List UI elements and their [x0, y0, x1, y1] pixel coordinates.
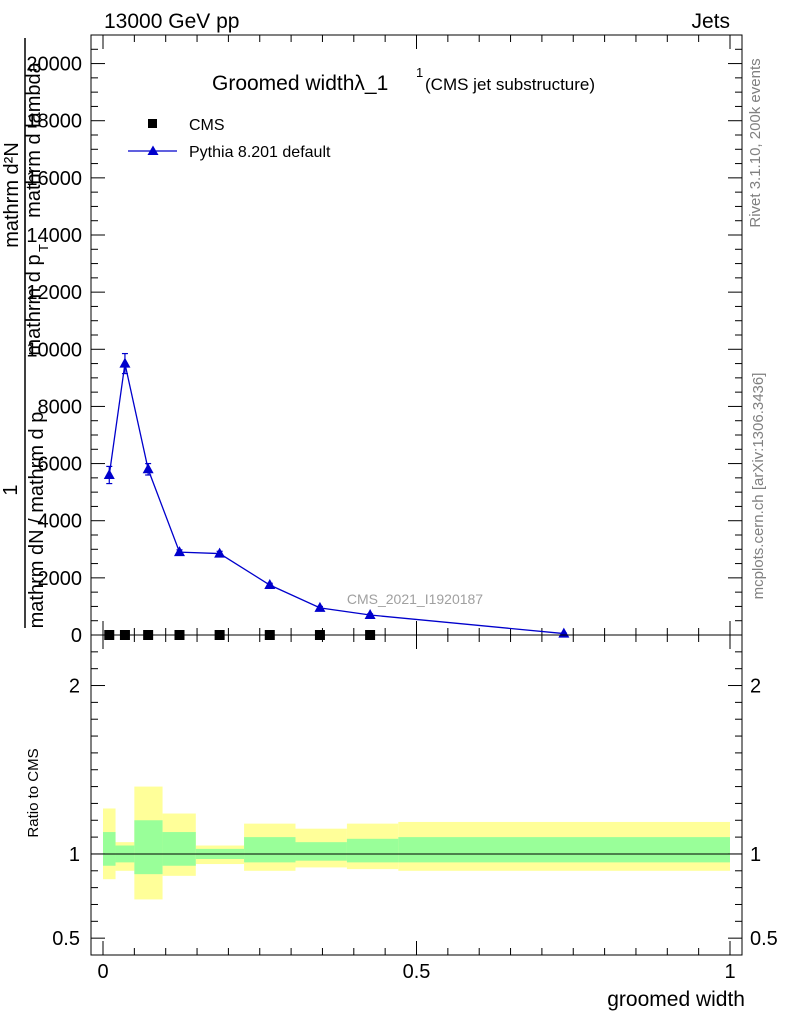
- pythia-data-point: [142, 463, 154, 474]
- energy-label: 13000 GeV pp: [104, 10, 239, 33]
- y-tick-label: 16000: [26, 168, 82, 190]
- legend-marker-pythia: [147, 145, 159, 155]
- main-axis-ticks: 0 2000 4000 6000 8000 10000 12000 14000 16000 180…: [26, 35, 742, 647]
- ratio-y-tick-label: 2: [69, 676, 80, 698]
- y-tick-label: 12000: [26, 282, 82, 304]
- y-title-inner-ratio: mathrm dN / mathrm d p: [26, 412, 48, 629]
- x-axis-title: groomed width: [607, 988, 745, 1011]
- chart-subtitle: (CMS jet substructure): [425, 75, 595, 94]
- y-title-d2n: mathrm d²N: [1, 142, 23, 248]
- ratio-inner-band: [295, 842, 347, 861]
- main-y-axis-title: 1 mathrm dN / mathrm d p mathrm d²N math…: [0, 38, 51, 628]
- pythia-data-point: [264, 579, 276, 589]
- y-title-dpt: mathrm d p: [23, 254, 45, 355]
- ratio-y-tick-label-right: 2: [750, 676, 761, 698]
- pythia-data-point: [119, 357, 131, 368]
- ratio-uncertainty-bands: [103, 786, 730, 900]
- ratio-inner-band: [244, 837, 296, 863]
- ratio-inner-band: [398, 837, 730, 863]
- y-tick-label: 4000: [38, 511, 83, 533]
- ratio-inner-band: [103, 832, 116, 866]
- legend-label-pythia: Pythia 8.201 default: [189, 144, 331, 161]
- ratio-axis-ticks: 0.5 0.5 1 1 2 2 0 0.5 1: [52, 635, 778, 983]
- chart-legend: CMS Pythia 8.201 default: [128, 117, 331, 161]
- chart-title: Groomed widthλ_1: [212, 72, 388, 95]
- x-tick-label: 1: [724, 961, 735, 983]
- y-title-dpt-subscript: T: [36, 244, 51, 252]
- y-tick-label: 10000: [26, 339, 82, 361]
- main-plot-panel: 0 2000 4000 6000 8000 10000 12000 14000 16000 180…: [0, 34, 743, 647]
- pythia-data-point: [214, 547, 226, 558]
- y-title-dlambda: mathrm d lambda: [23, 61, 45, 217]
- x-tick-label: 0: [97, 961, 108, 983]
- y-tick-label: 2000: [38, 568, 83, 590]
- mcplots-url-label: mcplots.cern.ch [arXiv:1306.3436]: [750, 373, 767, 600]
- y-tick-label: 20000: [26, 54, 82, 76]
- y-tick-label: 0: [71, 625, 82, 647]
- pythia-series-line: [108, 363, 564, 635]
- ratio-inner-band: [346, 838, 399, 863]
- chart-title-superscript: 1: [416, 65, 423, 80]
- pythia-data-point: [314, 601, 326, 612]
- ratio-inner-band: [162, 832, 196, 866]
- legend-marker-cms: [148, 119, 157, 128]
- x-tick-label: 0.5: [403, 961, 431, 983]
- y-title-numerator-one: 1: [0, 484, 22, 495]
- legend-label-cms: CMS: [189, 117, 225, 134]
- pythia-data-point: [103, 469, 115, 479]
- analysis-label: CMS_2021_I1920187: [347, 591, 483, 607]
- ratio-y-tick-label: 0.5: [52, 928, 80, 950]
- main-data-series: [103, 352, 570, 640]
- ratio-plot-frame: [90, 634, 743, 956]
- pythia-data-point: [364, 609, 376, 619]
- process-label: Jets: [691, 10, 730, 33]
- ratio-y-axis-title: Ratio to CMS: [25, 748, 42, 837]
- y-tick-label: 18000: [26, 111, 82, 133]
- ratio-y-tick-label-right: 1: [750, 844, 761, 866]
- ratio-y-tick-label-right: 0.5: [750, 928, 778, 950]
- ratio-inner-band: [134, 820, 163, 875]
- y-tick-label: 8000: [38, 396, 83, 418]
- ratio-plot-panel: 0.5 0.5 1 1 2 2 0 0.5 1 Ratio to CMS groomed wid…: [25, 634, 778, 1011]
- pythia-data-point: [173, 546, 185, 557]
- y-tick-label: 6000: [38, 454, 83, 476]
- ratio-y-tick-label: 1: [69, 844, 80, 866]
- rivet-version-label: Rivet 3.1.10, 200k events: [747, 58, 764, 227]
- y-tick-label: 14000: [26, 225, 82, 247]
